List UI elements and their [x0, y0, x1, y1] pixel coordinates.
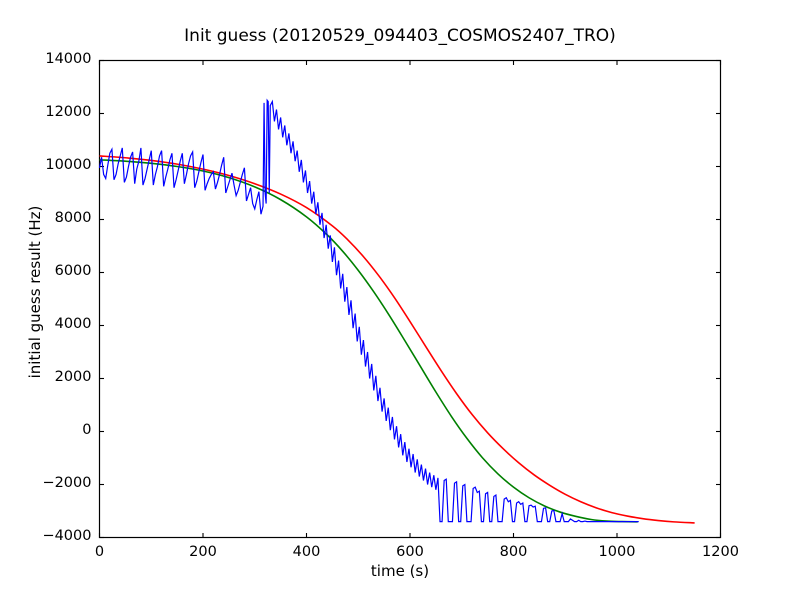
chart-title: Init guess (20120529_094403_COSMOS2407_T…	[184, 26, 616, 46]
x-tick-label: 600	[396, 543, 424, 560]
y-tick-label: −2000	[42, 474, 92, 491]
x-tick-label: 400	[292, 543, 321, 560]
y-tick-label: 4000	[54, 315, 92, 332]
y-tick-label: 12000	[45, 103, 92, 120]
series-line	[98, 98, 639, 523]
x-tick-label: 0	[94, 543, 105, 560]
axes-frame	[98, 59, 722, 539]
series-line	[99, 155, 695, 524]
y-tick-label: 2000	[54, 368, 92, 385]
plot-area-border	[98, 59, 722, 539]
y-tick-label: 0	[82, 421, 92, 438]
y-tick-label: 6000	[54, 262, 92, 279]
y-tick-label: 8000	[54, 209, 92, 226]
x-tick-label: 200	[189, 543, 217, 560]
y-tick-label: 14000	[45, 50, 92, 67]
x-tick-label: 1000	[598, 543, 636, 560]
y-tick-label: −4000	[42, 527, 92, 544]
data-series-group	[98, 98, 695, 524]
x-axis-label: time (s)	[370, 562, 430, 580]
y-tick-label: 10000	[45, 156, 92, 173]
x-tick-label: 1200	[702, 543, 739, 560]
x-tick-label: 800	[499, 543, 528, 560]
series-line	[99, 159, 638, 523]
